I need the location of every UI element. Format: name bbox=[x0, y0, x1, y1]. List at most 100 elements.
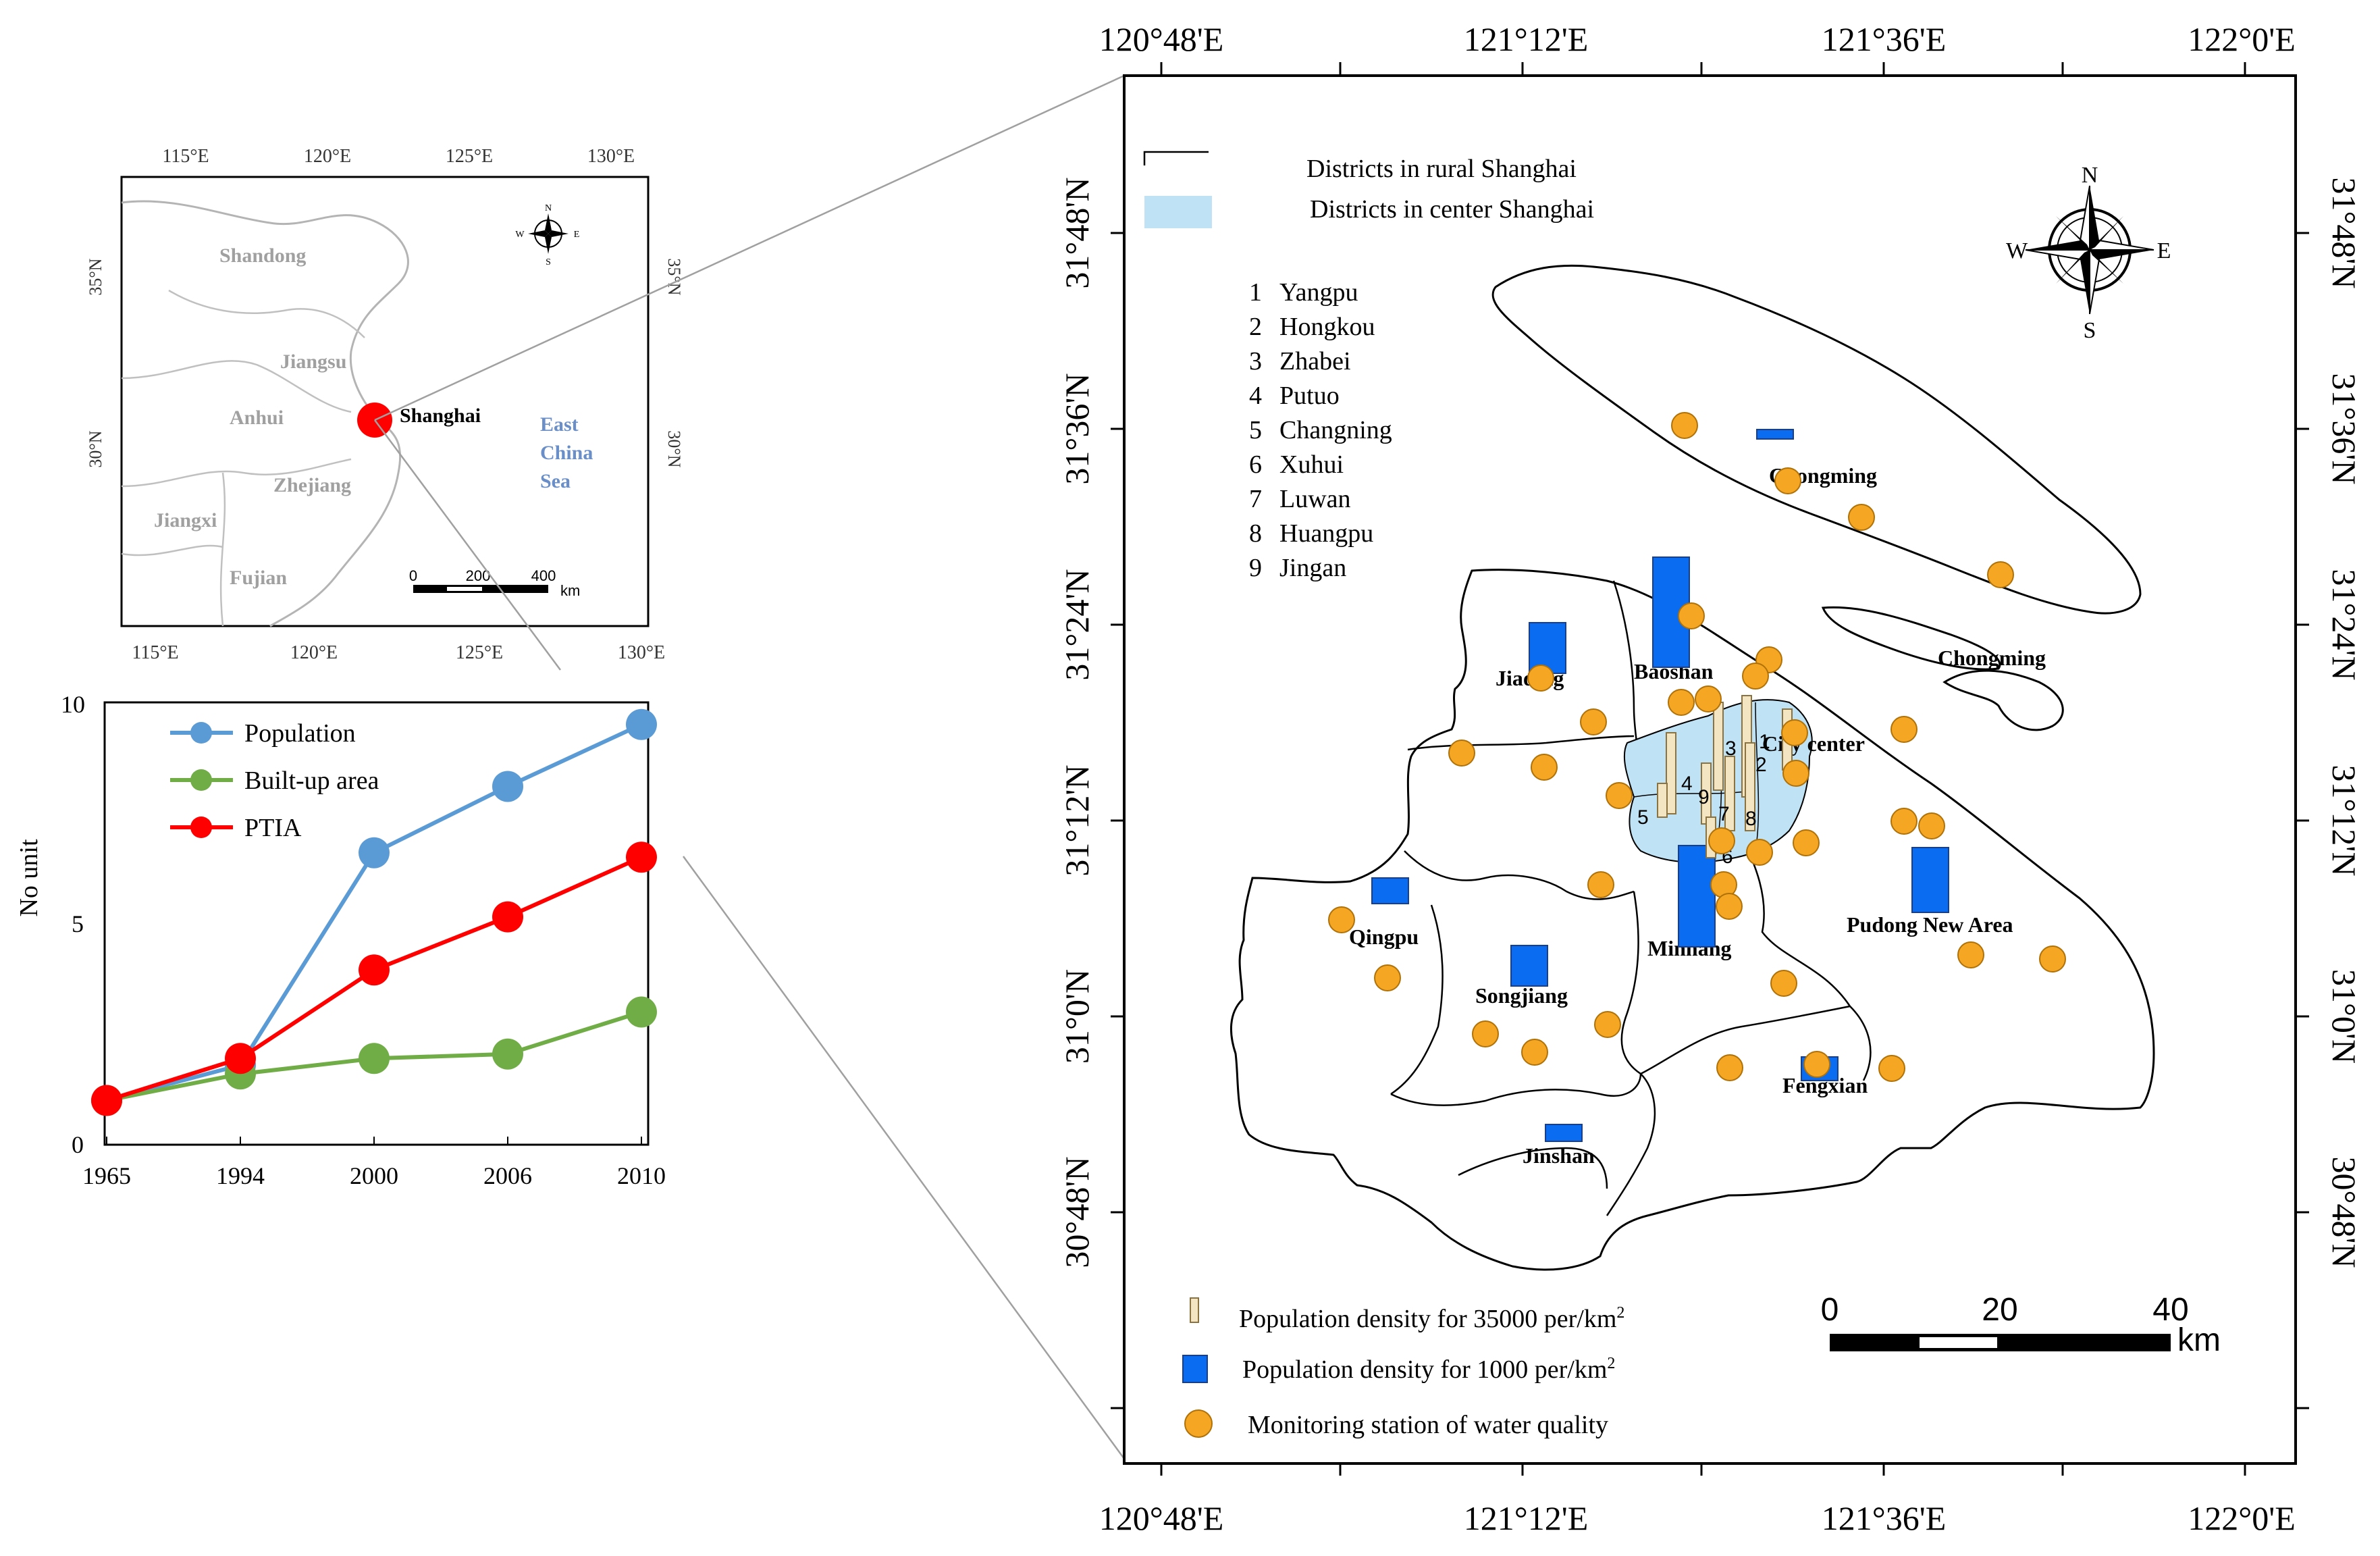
legend-center-swatch bbox=[1144, 196, 1212, 228]
district-internal-boundaries bbox=[1390, 580, 1872, 1216]
svg-text:km: km bbox=[560, 582, 580, 599]
inset-lon-top-130: 130°E bbox=[587, 146, 635, 167]
point-built-up-area-2010 bbox=[626, 996, 657, 1028]
inset-map: 115°E 120°E 125°E 130°E 115°E 120°E 125°… bbox=[86, 146, 684, 663]
list-name-9: Jingan bbox=[1279, 554, 1346, 582]
province-label-fujian: Fujian bbox=[230, 567, 287, 589]
sea-label-line-2: China bbox=[540, 442, 593, 464]
lon-bottom-12048: 120°48'E bbox=[1099, 1499, 1224, 1537]
station-marker bbox=[1987, 561, 2014, 588]
station-marker bbox=[1587, 871, 1614, 898]
lat-left-3112: 31°12'N bbox=[1058, 764, 1096, 876]
district-label-pudong: Pudong New Area bbox=[1847, 912, 2013, 937]
y-tick-label-5: 5 bbox=[72, 910, 84, 937]
legend-rural-label: Districts in rural Shanghai bbox=[1306, 155, 1577, 183]
station-marker bbox=[1695, 685, 1722, 712]
density-bar-jinshan bbox=[1545, 1124, 1583, 1142]
station-marker bbox=[1782, 760, 1809, 787]
lat-right-3136: 31°36'N bbox=[2325, 373, 2363, 484]
lon-bottom-12200: 122°0'E bbox=[2188, 1499, 2296, 1537]
list-name-5: Changning bbox=[1279, 416, 1392, 444]
inset-lon-bottom-130: 130°E bbox=[618, 642, 665, 663]
chart-series bbox=[91, 708, 657, 1116]
station-marker bbox=[1918, 812, 1945, 839]
inset-lon-top-115: 115°E bbox=[162, 146, 209, 167]
station-marker bbox=[1527, 665, 1554, 692]
monitoring-stations bbox=[1328, 412, 2066, 1082]
station-marker bbox=[1848, 504, 1875, 531]
point-ptia-1994 bbox=[225, 1043, 256, 1074]
hengsha-island-boundary bbox=[1942, 669, 2064, 731]
svg-text:W: W bbox=[2006, 238, 2028, 263]
density-bar-huangpu bbox=[1745, 742, 1755, 831]
province-label-anhui: Anhui bbox=[230, 407, 284, 429]
list-num-4: 4 bbox=[1249, 382, 1262, 410]
station-marker bbox=[1770, 970, 1797, 997]
inset-lat-left-30: 30°N bbox=[86, 430, 105, 467]
main-compass-rose-icon: N S E W bbox=[2006, 163, 2171, 343]
center-number-8: 8 bbox=[1745, 808, 1757, 830]
legend-marker-population bbox=[190, 722, 212, 744]
main-map-scale-bar: 0 20 40 km bbox=[1821, 1292, 2221, 1358]
station-marker bbox=[1781, 719, 1808, 746]
lon-bottom-12112: 121°12'E bbox=[1464, 1499, 1589, 1537]
legend-monitor-label: Monitoring station of water quality bbox=[1248, 1411, 1608, 1439]
inset-lat-right-30: 30°N bbox=[664, 430, 684, 467]
province-label-jiangsu: Jiangsu bbox=[280, 351, 346, 373]
density-bar-jiading bbox=[1529, 622, 1566, 674]
lat-right-3112: 31°12'N bbox=[2325, 764, 2363, 876]
density-bar-pudong bbox=[1911, 847, 1949, 913]
list-name-8: Huangpu bbox=[1279, 519, 1373, 548]
legend-station-swatch bbox=[1184, 1409, 1213, 1438]
list-name-4: Putuo bbox=[1279, 382, 1340, 410]
lon-top-12048: 120°48'E bbox=[1099, 20, 1224, 58]
legend-pop1000-label: Population density for 1000 per/km2 bbox=[1242, 1355, 1615, 1384]
district-label-songjiang: Songjiang bbox=[1475, 983, 1568, 1008]
svg-text:W: W bbox=[515, 230, 525, 240]
province-label-jiangxi: Jiangxi bbox=[154, 509, 217, 531]
svg-text:S: S bbox=[546, 257, 551, 267]
lon-top-12112: 121°12'E bbox=[1464, 20, 1589, 58]
station-marker bbox=[1957, 941, 1984, 968]
station-marker bbox=[1448, 740, 1475, 767]
station-marker bbox=[1531, 754, 1558, 781]
lat-left-3048: 30°48'N bbox=[1058, 1156, 1096, 1268]
density-bar-changning bbox=[1657, 783, 1668, 818]
svg-text:E: E bbox=[2157, 238, 2171, 263]
main-map-lat-ticks bbox=[1111, 232, 2309, 1409]
inset-province-boundaries bbox=[121, 289, 365, 627]
inset-lat-right-35: 35°N bbox=[664, 258, 684, 295]
lon-top-12136: 121°36'E bbox=[1822, 20, 1947, 58]
x-tick-label-2006: 2006 bbox=[483, 1162, 532, 1189]
legend-pop35000-label: Population density for 35000 per/km2 bbox=[1239, 1304, 1624, 1333]
station-marker bbox=[1668, 689, 1695, 716]
main-map-lat-labels: 31°48'N 31°36'N 31°24'N 31°12'N 31°0'N 3… bbox=[1058, 177, 2363, 1268]
inset-lat-left-35: 35°N bbox=[86, 258, 105, 295]
point-population-2000 bbox=[359, 837, 390, 868]
svg-text:S: S bbox=[2084, 318, 2096, 343]
list-num-9: 9 bbox=[1249, 554, 1262, 582]
svg-text:E: E bbox=[574, 230, 580, 240]
list-num-5: 5 bbox=[1249, 416, 1262, 444]
district-label-city-center: City center bbox=[1762, 731, 1865, 756]
inset-coastline bbox=[121, 200, 409, 627]
list-num-6: 6 bbox=[1249, 450, 1262, 479]
center-number-4: 4 bbox=[1681, 773, 1693, 795]
svg-text:400: 400 bbox=[531, 567, 556, 584]
lat-right-3148: 31°48'N bbox=[2325, 177, 2363, 288]
lat-left-3100: 31°0'N bbox=[1058, 969, 1096, 1064]
station-marker bbox=[1594, 1011, 1621, 1038]
chongming-island-boundary bbox=[1491, 264, 2142, 615]
list-num-1: 1 bbox=[1249, 278, 1262, 307]
legend-marker-ptia bbox=[190, 816, 212, 838]
station-marker bbox=[2039, 945, 2066, 972]
point-ptia-2010 bbox=[626, 841, 657, 873]
station-marker bbox=[1606, 782, 1633, 809]
svg-text:km: km bbox=[2177, 1322, 2221, 1358]
zoom-connector-lines bbox=[373, 74, 1126, 1459]
station-marker bbox=[1890, 716, 1918, 743]
density-bar-zhabei bbox=[1713, 702, 1724, 791]
main-map-bottom-legend: Population density for 35000 per/km2 Pop… bbox=[1182, 1297, 1624, 1439]
main-map-lon-labels: 120°48'E 121°12'E 121°36'E 122°0'E 120°4… bbox=[1099, 20, 2296, 1537]
